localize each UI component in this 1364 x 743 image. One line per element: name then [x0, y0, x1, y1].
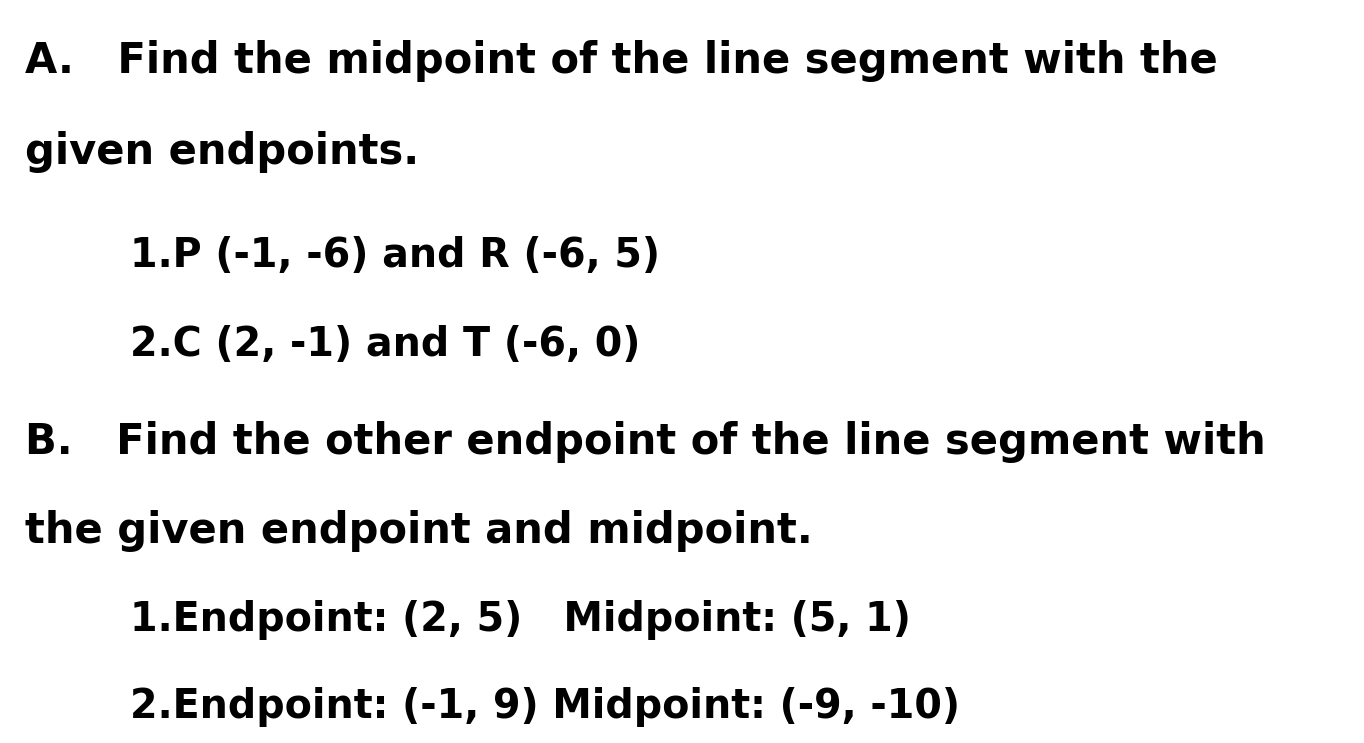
Text: 2.Endpoint: (-1, 9) Midpoint: (-9, -10): 2.Endpoint: (-1, 9) Midpoint: (-9, -10) [130, 687, 960, 727]
Text: 1.P (-1, -6) and R (-6, 5): 1.P (-1, -6) and R (-6, 5) [130, 236, 660, 276]
Text: the given endpoint and midpoint.: the given endpoint and midpoint. [25, 510, 813, 552]
Text: 2.C (2, -1) and T (-6, 0): 2.C (2, -1) and T (-6, 0) [130, 325, 640, 366]
Text: A.   Find the midpoint of the line segment with the: A. Find the midpoint of the line segment… [25, 40, 1217, 82]
Text: B.   Find the other endpoint of the line segment with: B. Find the other endpoint of the line s… [25, 421, 1266, 463]
Text: 1.Endpoint: (2, 5)   Midpoint: (5, 1): 1.Endpoint: (2, 5) Midpoint: (5, 1) [130, 600, 910, 640]
Text: given endpoints.: given endpoints. [25, 132, 419, 173]
